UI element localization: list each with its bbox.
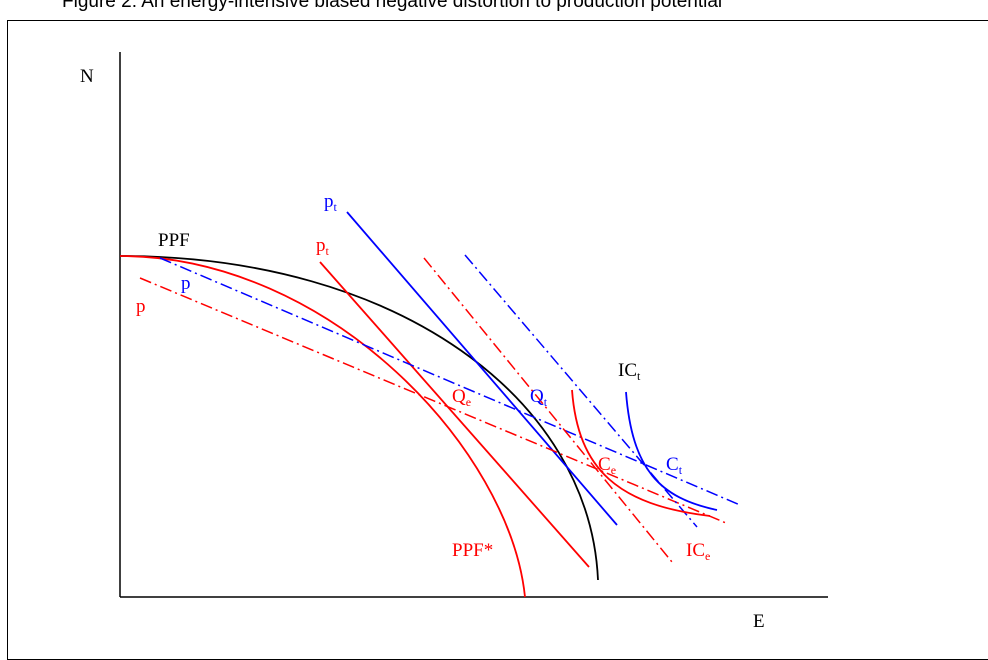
p-red-label: p	[136, 296, 146, 317]
ic-e-label: ICe	[686, 540, 710, 563]
p-blue-label: p	[181, 273, 191, 294]
ce-label-sub: e	[611, 463, 616, 477]
ppf-curve	[119, 255, 599, 581]
pt-blue-label-sub: t	[334, 200, 338, 214]
pt-red-label: pt	[316, 235, 330, 258]
qt-label-main: Q	[530, 386, 544, 407]
pt-red-label-main: p	[316, 235, 326, 256]
ic-e-curve	[571, 389, 711, 517]
ce-label: Ce	[598, 454, 616, 477]
ppf-star-curve	[119, 255, 526, 598]
qe-label-main: Q	[452, 386, 466, 407]
p-red-line	[139, 277, 727, 524]
ppf-label: PPF	[158, 230, 190, 251]
ic-e-label-sub: e	[705, 549, 710, 563]
qt-label-sub: t	[544, 395, 548, 409]
pt-blue-label: pt	[324, 191, 338, 214]
ic-t-label: ICt	[618, 360, 641, 383]
ic-t-label-sub: t	[637, 369, 641, 383]
qe-label: Qe	[452, 386, 471, 409]
pt-blue-label-main: p	[324, 191, 334, 212]
ct-label-sub: t	[679, 463, 683, 477]
diagram-canvas: N E PPF PPF* p p pt pt Qe Qt ICt Ce Ct I…	[80, 52, 828, 632]
pt-red-line	[319, 261, 590, 568]
pt-blue-line	[346, 211, 618, 526]
ce-label-main: C	[598, 454, 611, 475]
qt-label: Qt	[530, 386, 548, 409]
ic-t-label-main: IC	[618, 360, 637, 381]
ct-label: Ct	[666, 454, 683, 477]
pt-red-dashed-line	[423, 257, 673, 563]
qe-label-sub: e	[466, 395, 471, 409]
ct-label-main: C	[666, 454, 679, 475]
pt-red-label-sub: t	[326, 244, 330, 258]
ic-e-label-main: IC	[686, 540, 705, 561]
figure-title: Figure 2: An energy-intensive biased neg…	[62, 0, 723, 12]
ic-t-curve	[625, 391, 718, 511]
x-axis-label: E	[753, 611, 765, 632]
y-axis-label: N	[80, 66, 94, 87]
p-blue-line	[159, 257, 741, 506]
ppf-star-label: PPF*	[452, 540, 493, 561]
